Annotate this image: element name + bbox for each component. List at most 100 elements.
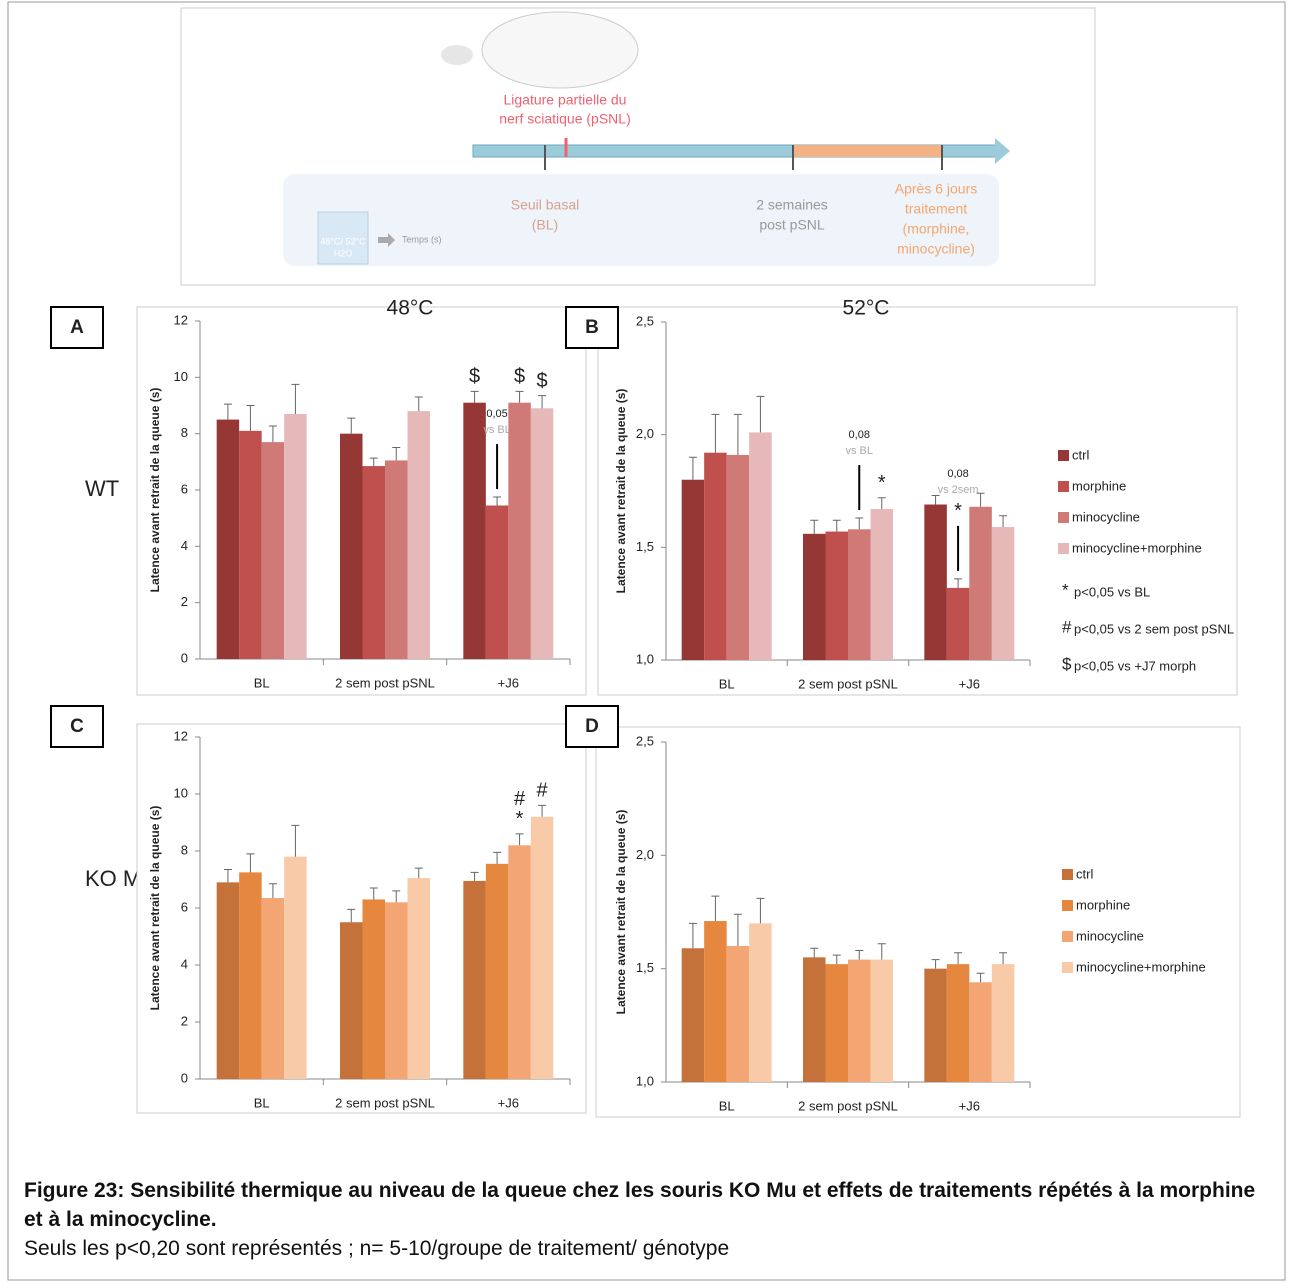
bar [362,466,385,659]
schematic-text: (BL) [532,217,558,233]
schematic-text: H2O [334,248,353,258]
legend-label: minocycline [1072,509,1140,524]
y-tick-label: 6 [181,481,188,496]
bar [749,923,772,1082]
schematic-text: Seuil basal [511,197,580,213]
bar [825,531,848,660]
y-tick-label: 4 [181,956,188,971]
error-bar [268,425,277,443]
legend-swatch [1058,481,1069,492]
error-bar [855,950,864,960]
error-bar [414,867,423,879]
legend-swatch [1058,512,1069,523]
bar [261,442,285,659]
y-axis-title: Latence avant retrait de la queue (s) [614,810,628,1015]
figure-border [7,1,1286,1281]
y-tick-label: 2 [181,1013,188,1028]
error-bar [810,519,819,534]
significance-mark: * [516,808,524,830]
bar [848,959,871,1082]
schematic-text: Temps (s) [402,234,442,244]
bar [969,982,992,1082]
error-bar [976,492,985,507]
legend-note-symbol: $ [1062,654,1072,673]
error-bar [954,952,963,965]
legend-note: p<0,05 vs 2 sem post pSNL [1074,621,1234,636]
error-bar [246,405,255,431]
error-bar [470,871,479,881]
significance-mark: # [537,780,549,802]
schematic-text: 48°C/ 52°C [320,236,366,246]
bar [407,878,430,1079]
bar [239,872,262,1079]
error-bar [291,824,300,857]
bar [340,433,363,659]
caption: Figure 23: Sensibilité thermique au nive… [24,1176,1269,1263]
y-tick-label: 1,0 [636,651,654,666]
significance-ref: vs 2sem [938,484,979,496]
x-tick-label: BL [254,675,270,690]
schematic-text: Après 6 jours [895,181,977,197]
x-tick-label: +J6 [498,675,519,690]
y-tick-label: 8 [181,842,188,857]
row-label: WT [85,476,119,501]
y-tick-label: 10 [174,369,188,384]
error-bar [832,954,841,965]
timeline-arrow [995,138,1010,164]
legend-note: p<0,05 vs BL [1074,584,1150,599]
bar [803,957,826,1082]
y-tick-label: 8 [181,425,188,440]
error-bar [470,390,479,403]
legend-label: minocycline+morphine [1072,540,1202,555]
bar [284,856,307,1079]
caption-title: Figure 23: Sensibilité thermique au nive… [24,1179,1256,1231]
error-bar [877,497,886,510]
bar [946,587,970,660]
bar [261,898,285,1079]
x-tick-label: 2 sem post pSNL [798,676,898,691]
x-tick-label: +J6 [959,676,980,691]
y-tick-label: 2,5 [636,733,654,748]
bar [463,880,486,1079]
error-bar [392,446,401,461]
error-bar [392,890,401,903]
y-tick-label: 12 [174,312,188,327]
legend-swatch [1062,900,1073,911]
bar [991,964,1015,1082]
bar [362,899,385,1079]
error-bar [369,457,378,467]
legend-label: minocycline [1076,928,1144,943]
legend-swatch [1062,931,1073,942]
significance-mark: $ [469,366,480,388]
panel-label: A [70,317,84,338]
p-value: 0,08 [947,468,968,480]
y-tick-label: 1,5 [636,539,654,554]
legend-swatch [1062,869,1073,880]
mouse-drawing [441,45,473,65]
y-tick-label: 10 [174,785,188,800]
chart-title: 48°C [387,297,434,320]
bar [870,509,893,660]
significance-mark: * [954,500,962,522]
x-tick-label: +J6 [959,1098,980,1113]
y-tick-label: 2,0 [636,426,654,441]
bar [508,845,531,1079]
error-bar [931,495,940,505]
legend-note: p<0,05 vs +J7 morph [1074,658,1196,673]
legend-note-symbol: # [1062,617,1072,636]
x-tick-label: 2 sem post pSNL [335,1095,435,1110]
error-bar [756,897,765,924]
bar [924,968,947,1082]
p-value: 0,05 [486,408,507,420]
spine-drawing [481,11,639,89]
panel-label-box [565,705,619,748]
error-bar [369,887,378,900]
bar [530,408,554,659]
x-tick-label: 2 sem post pSNL [798,1098,898,1113]
significance-mark: $ [514,366,525,388]
y-tick-label: 2 [181,594,188,609]
x-tick-label: +J6 [498,1095,519,1110]
bar [239,430,262,659]
error-bar [733,913,742,946]
